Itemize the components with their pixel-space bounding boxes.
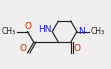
Text: O: O	[74, 44, 81, 53]
Text: CH₃: CH₃	[2, 27, 16, 36]
Text: CH₃: CH₃	[90, 27, 104, 36]
Text: HN: HN	[38, 25, 51, 34]
Text: O: O	[25, 22, 32, 31]
Text: N: N	[78, 27, 85, 36]
Text: O: O	[20, 44, 27, 53]
